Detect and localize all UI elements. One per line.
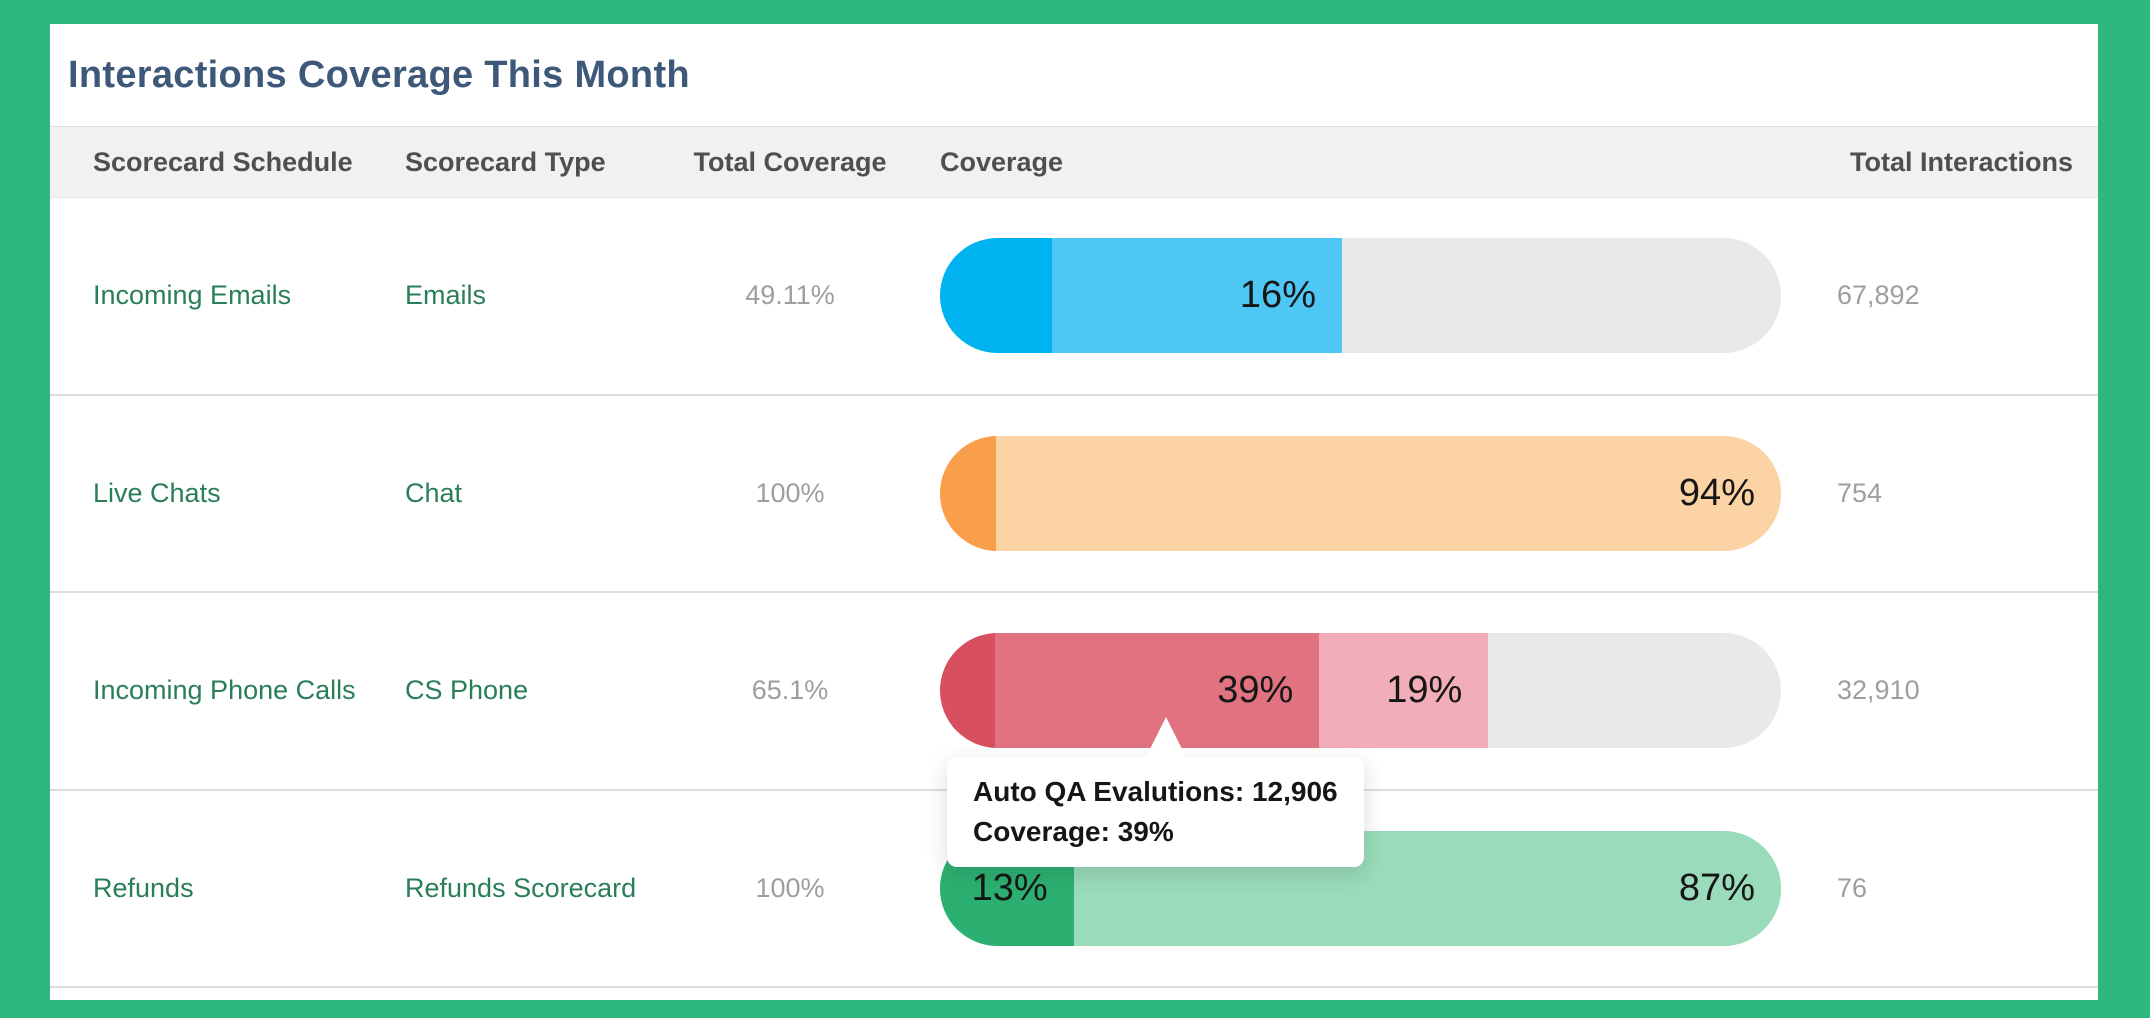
bar-tooltip: Auto QA Evalutions: 12,906 Coverage: 39%: [947, 717, 1364, 867]
table-row: Incoming Emails Emails 49.11% 16% 67,892: [50, 198, 2098, 396]
scorecard-schedule-link[interactable]: Incoming Emails: [93, 280, 292, 311]
total-coverage-value: 100%: [755, 477, 825, 508]
tooltip-evaluations-line: Auto QA Evalutions: 12,906: [973, 776, 1338, 807]
column-header-scorecard-schedule: Scorecard Schedule: [93, 146, 353, 177]
coverage-bar-segment[interactable]: 16%: [1051, 238, 1342, 354]
total-coverage-value: 65.1%: [751, 675, 829, 706]
table-header-row: Scorecard Schedule Scorecard Type Total …: [50, 127, 2098, 198]
total-interactions-value: 67,892: [1837, 280, 1920, 311]
coverage-bar-segment[interactable]: [940, 435, 997, 551]
coverage-bar-segment[interactable]: 19%: [1319, 633, 1489, 749]
coverage-bar-segment[interactable]: 94%: [996, 435, 1781, 551]
tooltip-arrow-icon: [1145, 717, 1187, 759]
scorecard-schedule-link[interactable]: Live Chats: [93, 477, 221, 508]
scorecard-type-link[interactable]: Chat: [405, 477, 463, 508]
column-header-coverage: Coverage: [940, 146, 1064, 177]
scorecard-type-link[interactable]: Refunds Scorecard: [405, 872, 637, 903]
scorecard-type-link[interactable]: Emails: [405, 280, 487, 311]
coverage-bar[interactable]: 94%: [940, 435, 1781, 551]
column-header-total-coverage: Total Coverage: [693, 146, 887, 177]
table-row: Refunds Refunds Scorecard 100% 13% 87% 7…: [50, 791, 2098, 988]
coverage-bar-segment[interactable]: [940, 238, 1052, 354]
table-row: Live Chats Chat 100% 94% 754: [50, 396, 2098, 593]
table-row: Incoming Phone Calls CS Phone 65.1% 39% …: [50, 593, 2098, 791]
coverage-bar[interactable]: 39% 19%: [940, 633, 1781, 749]
column-header-total-interactions: Total Interactions: [1849, 146, 2073, 177]
scorecard-schedule-link[interactable]: Refunds: [93, 872, 194, 903]
coverage-bar-segment[interactable]: [940, 633, 995, 749]
coverage-bar[interactable]: 13% 87%: [940, 830, 1781, 946]
column-header-scorecard-type: Scorecard Type: [405, 146, 606, 177]
widget-title-bar: Interactions Coverage This Month: [50, 24, 2098, 127]
total-coverage-value: 100%: [755, 872, 825, 903]
scorecard-schedule-link[interactable]: Incoming Phone Calls: [93, 675, 356, 706]
coverage-bar[interactable]: 16%: [940, 238, 1781, 354]
tooltip-coverage-line: Coverage: 39%: [973, 816, 1174, 847]
total-interactions-value: 32,910: [1837, 675, 1920, 706]
total-interactions-value: 76: [1837, 872, 1868, 903]
widget-title: Interactions Coverage This Month: [68, 53, 690, 96]
total-interactions-value: 754: [1837, 477, 1883, 508]
total-coverage-value: 49.11%: [745, 280, 835, 311]
scorecard-type-link[interactable]: CS Phone: [405, 675, 529, 706]
